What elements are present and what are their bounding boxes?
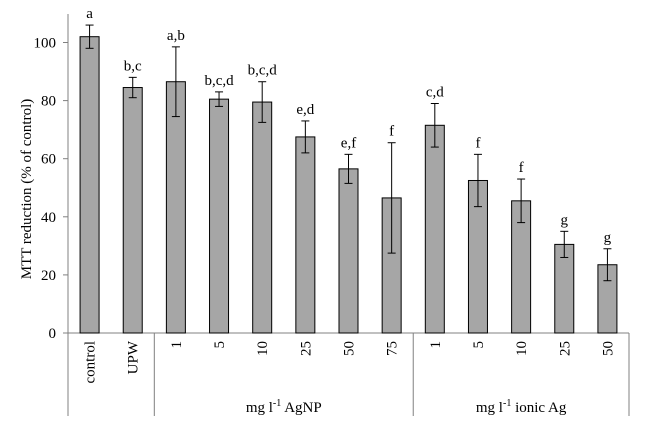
bar: [424, 124, 445, 334]
x-tick-label: 10: [514, 341, 530, 356]
significance-label: g: [561, 212, 569, 228]
y-tick-label: 40: [41, 210, 56, 226]
x-tick-label: 50: [600, 341, 616, 356]
y-tick-label: 80: [41, 94, 56, 110]
y-tick-label: 20: [41, 268, 56, 284]
significance-label: a: [86, 6, 93, 22]
x-tick-label: 10: [255, 341, 271, 356]
significance-label: e,f: [341, 135, 356, 151]
x-tick-label: UPW: [126, 340, 142, 374]
x-tick-label: 5: [212, 341, 228, 349]
y-tick-label: 0: [49, 326, 57, 342]
x-tick-label: 75: [385, 341, 401, 356]
significance-label: e,d: [296, 102, 314, 118]
significance-label: a,b: [167, 28, 185, 44]
bar: [338, 168, 359, 334]
x-tick-label: 5: [471, 341, 487, 349]
y-tick-label: 60: [41, 152, 56, 168]
bar: [295, 136, 316, 334]
x-tick-label: 25: [298, 341, 314, 356]
labels: a control b,c UPW a,b 1 b,c,d 5 b,c,d 10 e,d 25 e,f 5…: [83, 6, 617, 416]
x-tick-label: 1: [169, 341, 185, 349]
y-axis-label: MTT reduction (% of control): [19, 99, 35, 280]
bars: [67, 24, 630, 416]
group-label: mg l-1 ionic Ag: [476, 398, 567, 416]
x-tick-label: control: [83, 341, 99, 384]
bar: [165, 81, 186, 334]
bar: [252, 101, 273, 334]
group-label: mg l-1 AgNP: [246, 398, 322, 416]
significance-label: b,c,d: [248, 63, 278, 79]
y-axis: 0 20 40 60 80 100: [34, 14, 69, 342]
significance-label: f: [475, 135, 480, 151]
bar: [209, 98, 230, 334]
bar: [122, 87, 143, 334]
x-tick-label: 25: [557, 341, 573, 356]
significance-label: b,c,d: [204, 73, 234, 89]
significance-label: f: [519, 160, 524, 176]
significance-label: f: [389, 124, 394, 140]
y-tick-label: 100: [34, 36, 57, 52]
x-tick-label: 1: [428, 341, 444, 349]
x-tick-label: 50: [342, 341, 358, 356]
significance-label: b,c: [124, 58, 142, 74]
significance-label: g: [604, 230, 612, 246]
bar: [79, 36, 100, 334]
significance-label: c,d: [426, 85, 444, 101]
